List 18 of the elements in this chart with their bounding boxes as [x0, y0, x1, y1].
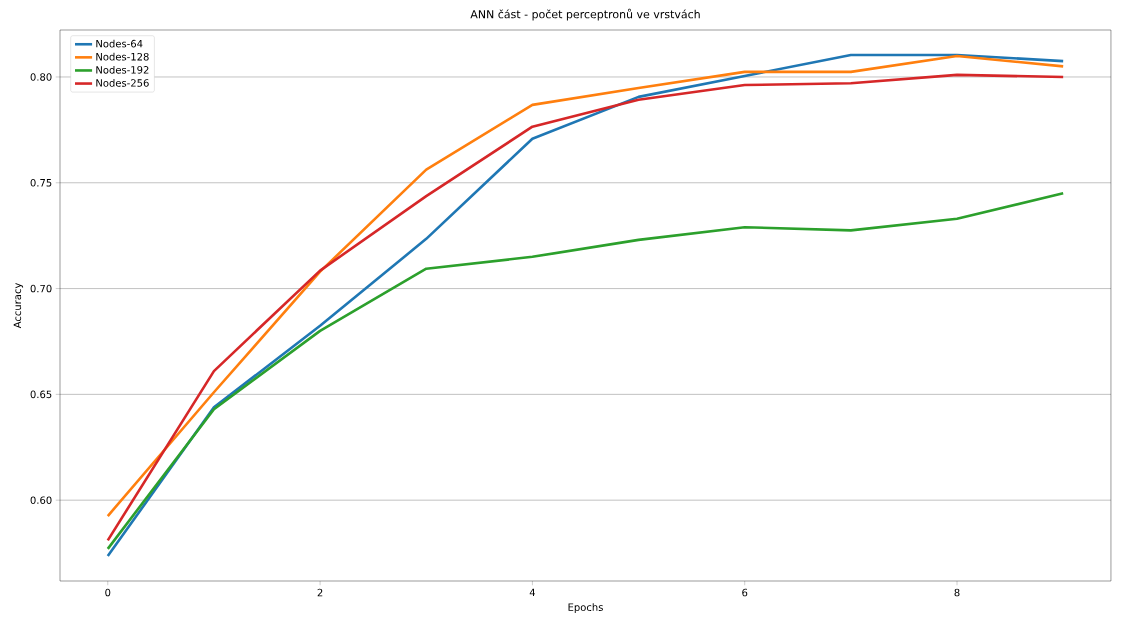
- legend-label: Nodes-64: [96, 39, 143, 48]
- y-tick-label: 0.75: [30, 178, 52, 187]
- x-tick-label: 8: [954, 588, 960, 597]
- x-tick-label: 0: [105, 588, 111, 597]
- x-axis-title: Epochs: [568, 603, 603, 613]
- chart-title: ANN část - počet perceptronů ve vrstvách: [470, 8, 700, 21]
- line-series: [106, 192, 1065, 551]
- y-tick-label: 0.65: [30, 390, 52, 399]
- x-tick-label: 4: [529, 588, 536, 597]
- y-axis-title: Accuracy: [13, 282, 24, 329]
- y-tick-label: 0.70: [30, 284, 52, 293]
- x-tick-label: 2: [317, 588, 323, 597]
- legend-label: Nodes-256: [96, 78, 149, 87]
- legend-label: Nodes-128: [96, 52, 149, 61]
- x-tick-label: 6: [742, 588, 748, 597]
- y-tick-label: 0.60: [30, 496, 52, 504]
- y-tick-label: 0.80: [30, 73, 52, 81]
- legend-label: Nodes-192: [96, 65, 149, 74]
